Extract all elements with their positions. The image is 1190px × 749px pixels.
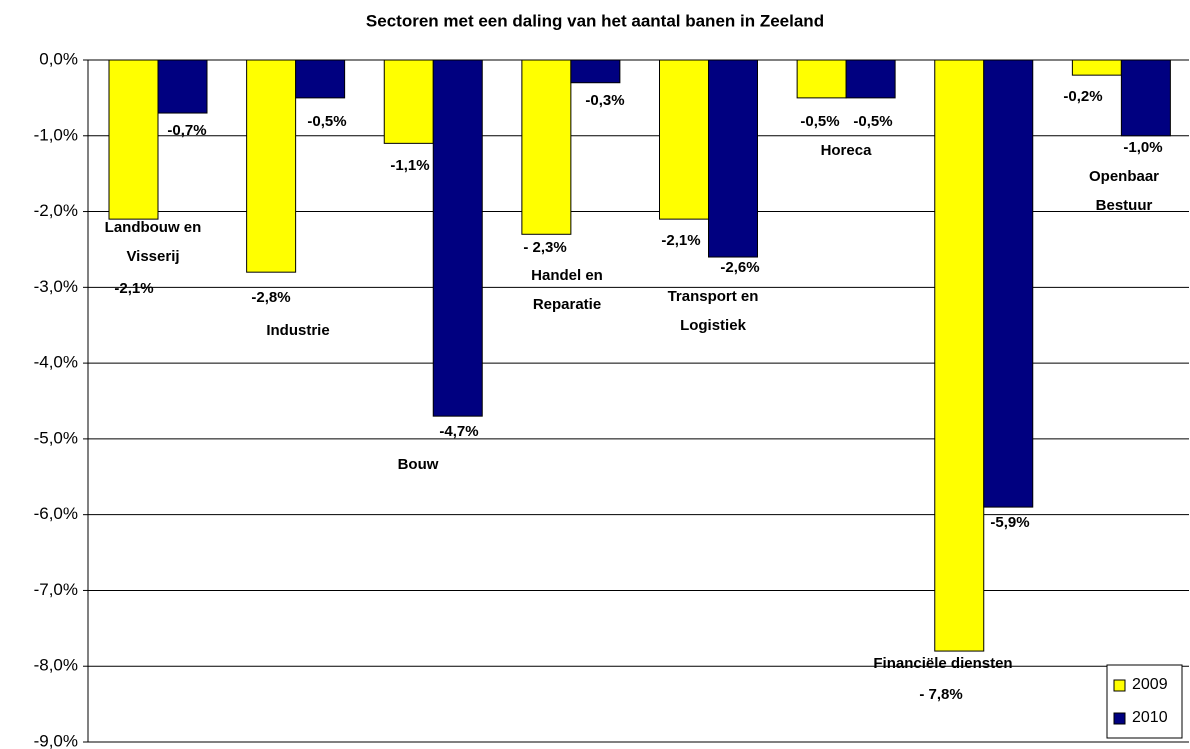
category-label: Industrie bbox=[266, 322, 329, 339]
data-label: -2,8% bbox=[251, 289, 290, 306]
bar bbox=[108, 59, 159, 220]
bar bbox=[845, 59, 896, 99]
bar bbox=[246, 59, 297, 273]
category-label: Handel en Reparatie bbox=[531, 267, 603, 313]
data-label: -1,1% bbox=[390, 157, 429, 174]
y-tick-label: 0,0% bbox=[39, 49, 78, 68]
y-tick-label: -5,0% bbox=[34, 428, 78, 447]
category-label: Financiële diensten bbox=[873, 655, 1012, 672]
y-tick-label: -9,0% bbox=[34, 731, 78, 749]
data-label: -0,7% bbox=[167, 122, 206, 139]
y-tick-label: -4,0% bbox=[34, 353, 78, 372]
bar bbox=[295, 59, 346, 99]
legend-swatch bbox=[1113, 679, 1126, 692]
y-tick-label: -6,0% bbox=[34, 504, 78, 523]
bar bbox=[708, 59, 758, 258]
bar bbox=[934, 59, 985, 652]
category-label: Horeca bbox=[821, 142, 873, 159]
data-label: - 7,8% bbox=[919, 686, 962, 703]
data-label: -1,0% bbox=[1123, 139, 1162, 156]
data-label: -4,7% bbox=[439, 423, 478, 440]
category-label: Openbaar Bestuur bbox=[1089, 168, 1159, 214]
data-label: -0,2% bbox=[1063, 88, 1102, 105]
bar bbox=[1071, 59, 1122, 76]
y-tick-label: -8,0% bbox=[34, 656, 78, 675]
bar bbox=[157, 59, 208, 114]
category-label: Transport en Logistiek bbox=[668, 288, 759, 334]
y-tick-label: -2,0% bbox=[34, 201, 78, 220]
y-tick-label: -3,0% bbox=[34, 277, 78, 296]
data-label: -0,5% bbox=[307, 113, 346, 130]
data-label: -2,1% bbox=[114, 280, 153, 297]
bar bbox=[570, 59, 621, 84]
legend-label: 2009 bbox=[1132, 676, 1168, 693]
data-label: -2,1% bbox=[661, 232, 700, 249]
legend-label: 2010 bbox=[1132, 709, 1168, 726]
data-label: -0,5% bbox=[853, 113, 892, 130]
data-label: -2,6% bbox=[720, 259, 759, 276]
bar bbox=[432, 59, 483, 417]
bar bbox=[1120, 59, 1171, 137]
category-label: Bouw bbox=[398, 456, 439, 473]
chart-title: Sectoren met een daling van het aantal b… bbox=[366, 11, 824, 30]
bar bbox=[383, 59, 434, 144]
legend-swatch bbox=[1113, 712, 1126, 725]
data-label: -0,5% bbox=[800, 113, 839, 130]
bar bbox=[659, 59, 709, 220]
data-label: -5,9% bbox=[990, 514, 1029, 531]
bar bbox=[521, 59, 572, 235]
y-tick-label: -7,0% bbox=[34, 580, 78, 599]
category-label: Landbouw en Visserij bbox=[105, 219, 202, 265]
y-tick-label: -1,0% bbox=[34, 125, 78, 144]
data-label: -0,3% bbox=[585, 92, 624, 109]
bar bbox=[796, 59, 847, 99]
bar bbox=[983, 59, 1034, 508]
data-label: - 2,3% bbox=[523, 239, 566, 256]
legend-box bbox=[1106, 664, 1183, 739]
